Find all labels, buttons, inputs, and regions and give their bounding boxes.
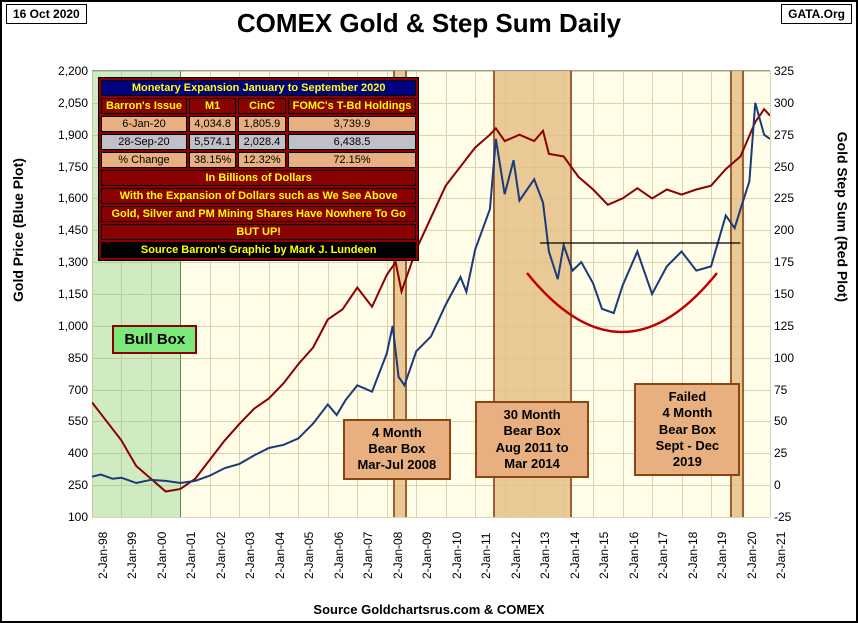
chart-frame: 16 Oct 2020 GATA.Org COMEX Gold & Step S… bbox=[0, 0, 858, 623]
ytick-left: 700 bbox=[48, 383, 88, 397]
xtick: 2-Jan-09 bbox=[420, 532, 434, 579]
xtick: 2-Jan-00 bbox=[155, 532, 169, 579]
ytick-left: 250 bbox=[48, 478, 88, 492]
ytick-right: 125 bbox=[774, 319, 814, 333]
xtick: 2-Jan-01 bbox=[184, 532, 198, 579]
xtick: 2-Jan-03 bbox=[243, 532, 257, 579]
xtick: 2-Jan-02 bbox=[214, 532, 228, 579]
xtick: 2-Jan-20 bbox=[745, 532, 759, 579]
ytick-right: 250 bbox=[774, 160, 814, 174]
ytick-right: 300 bbox=[774, 96, 814, 110]
ytick-right: 100 bbox=[774, 351, 814, 365]
xtick: 2-Jan-08 bbox=[391, 532, 405, 579]
xtick: 2-Jan-06 bbox=[332, 532, 346, 579]
y-axis-left-label: Gold Price (Blue Plot) bbox=[10, 158, 26, 302]
ytick-right: 75 bbox=[774, 383, 814, 397]
ytick-left: 1,900 bbox=[48, 128, 88, 142]
bear-box-annotation: 4 MonthBear BoxMar-Jul 2008 bbox=[343, 419, 451, 480]
xtick: 2-Jan-14 bbox=[568, 532, 582, 579]
xtick: 2-Jan-10 bbox=[450, 532, 464, 579]
date-badge: 16 Oct 2020 bbox=[6, 4, 87, 24]
ytick-right: 225 bbox=[774, 191, 814, 205]
ytick-left: 100 bbox=[48, 510, 88, 524]
xtick: 2-Jan-17 bbox=[656, 532, 670, 579]
xtick: 2-Jan-99 bbox=[125, 532, 139, 579]
ytick-right: -25 bbox=[774, 510, 814, 524]
bull-box-label: Bull Box bbox=[112, 325, 197, 354]
source-line: Source Goldchartsrus.com & COMEX bbox=[2, 602, 856, 617]
xtick: 2-Jan-11 bbox=[479, 533, 493, 579]
bear-box-annotation: Failed4 MonthBear BoxSept - Dec2019 bbox=[634, 383, 740, 476]
ytick-left: 1,750 bbox=[48, 160, 88, 174]
xtick: 2-Jan-18 bbox=[686, 532, 700, 579]
xtick: 2-Jan-04 bbox=[273, 532, 287, 579]
ytick-left: 2,050 bbox=[48, 96, 88, 110]
xtick: 2-Jan-21 bbox=[774, 532, 788, 579]
chart-title: COMEX Gold & Step Sum Daily bbox=[2, 2, 856, 39]
ytick-right: 325 bbox=[774, 64, 814, 78]
ytick-left: 1,150 bbox=[48, 287, 88, 301]
ytick-left: 400 bbox=[48, 446, 88, 460]
ytick-right: 150 bbox=[774, 287, 814, 301]
ytick-left: 2,200 bbox=[48, 64, 88, 78]
ytick-right: 0 bbox=[774, 478, 814, 492]
ytick-right: 275 bbox=[774, 128, 814, 142]
logo-badge: GATA.Org bbox=[781, 4, 852, 24]
ytick-left: 850 bbox=[48, 351, 88, 365]
ytick-right: 50 bbox=[774, 414, 814, 428]
xtick: 2-Jan-16 bbox=[627, 532, 641, 579]
monetary-expansion-table: Monetary Expansion January to September … bbox=[98, 77, 419, 261]
xtick: 2-Jan-98 bbox=[96, 532, 110, 579]
xtick: 2-Jan-19 bbox=[715, 532, 729, 579]
cup-arc bbox=[527, 273, 717, 332]
ytick-left: 1,000 bbox=[48, 319, 88, 333]
bear-box-annotation: 30 MonthBear BoxAug 2011 toMar 2014 bbox=[475, 401, 589, 478]
y-axis-right-label: Gold Step Sum (Red Plot) bbox=[834, 132, 850, 302]
xtick: 2-Jan-13 bbox=[538, 532, 552, 579]
xtick: 2-Jan-12 bbox=[509, 532, 523, 579]
xtick: 2-Jan-07 bbox=[361, 532, 375, 579]
ytick-left: 550 bbox=[48, 414, 88, 428]
ytick-right: 175 bbox=[774, 255, 814, 269]
ytick-left: 1,300 bbox=[48, 255, 88, 269]
xtick: 2-Jan-05 bbox=[302, 532, 316, 579]
plot-area: 1002504005507008501,0001,1501,3001,4501,… bbox=[92, 70, 770, 518]
ytick-left: 1,600 bbox=[48, 191, 88, 205]
xtick: 2-Jan-15 bbox=[597, 532, 611, 579]
ytick-left: 1,450 bbox=[48, 223, 88, 237]
ytick-right: 200 bbox=[774, 223, 814, 237]
ytick-right: 25 bbox=[774, 446, 814, 460]
